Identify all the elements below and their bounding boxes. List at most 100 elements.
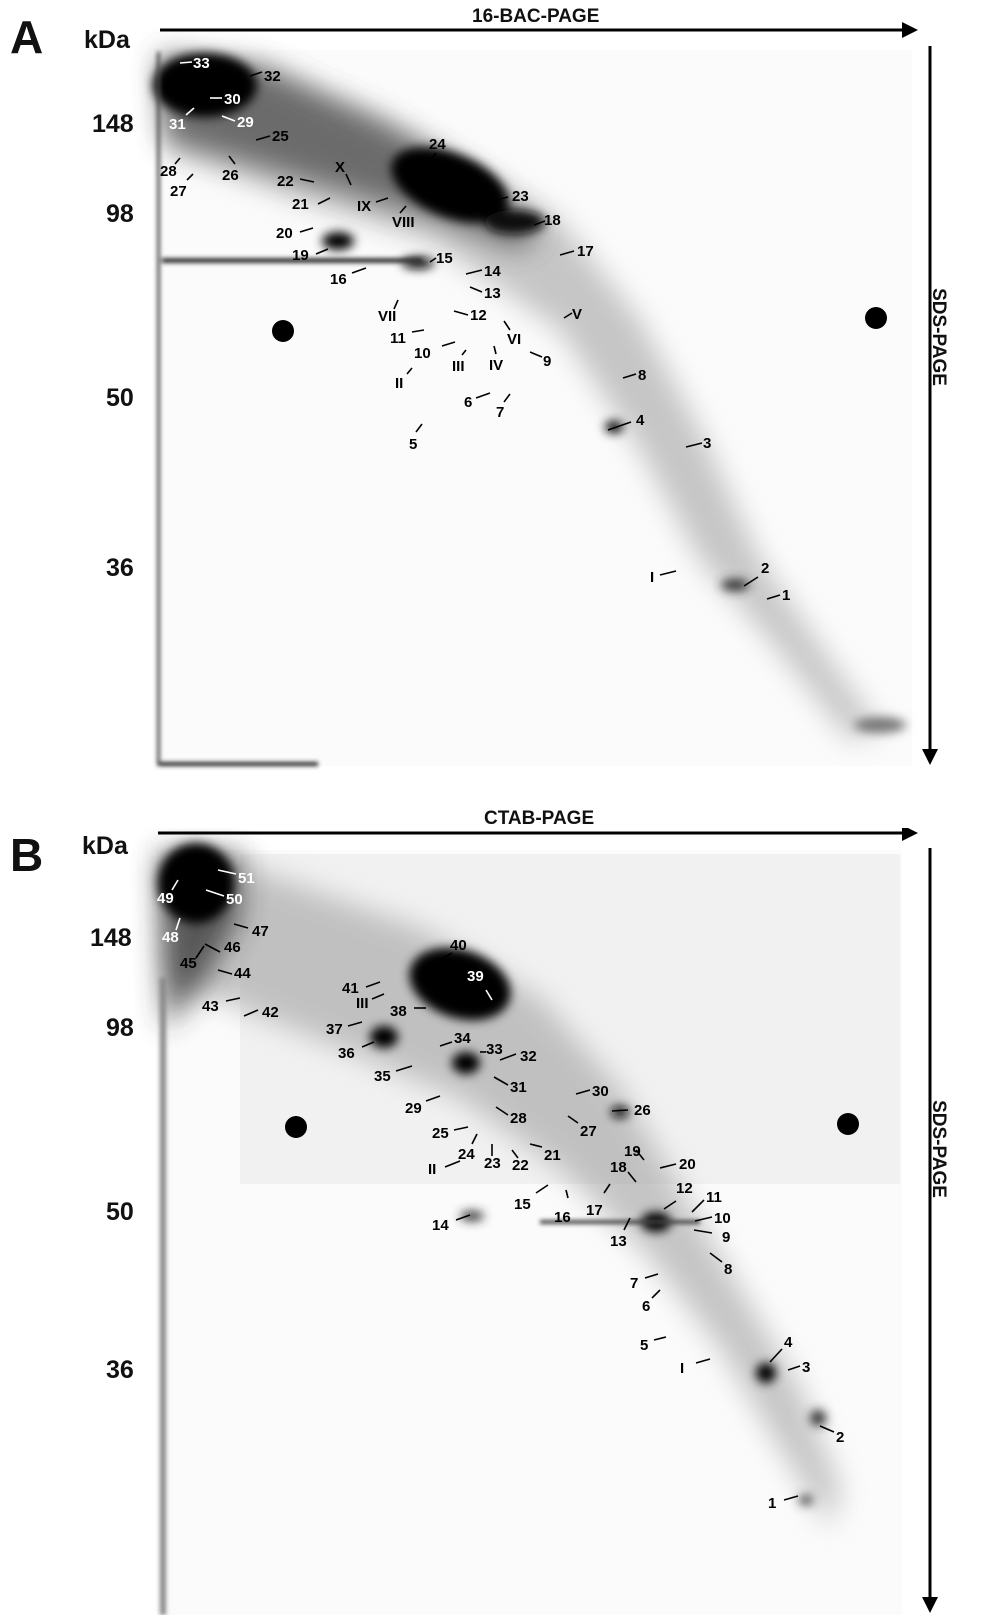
marker-50: 50 bbox=[106, 1198, 134, 1226]
spot-label-32: 32 bbox=[264, 68, 281, 85]
x-axis-title: CTAB-PAGE bbox=[484, 808, 595, 829]
spot-label-43: 43 bbox=[202, 998, 219, 1015]
spot-label-27: 27 bbox=[580, 1123, 597, 1140]
marker-148: 148 bbox=[92, 110, 134, 138]
roman-label-vi: VI bbox=[507, 331, 521, 348]
spot-label-51: 51 bbox=[238, 870, 255, 887]
spot-label-48: 48 bbox=[162, 929, 179, 946]
spot-label-1: 1 bbox=[768, 1495, 776, 1512]
spot-label-38: 38 bbox=[390, 1003, 407, 1020]
unit-label: kDa bbox=[84, 26, 130, 54]
spot-label-19: 19 bbox=[292, 247, 309, 264]
spot-label-31: 31 bbox=[169, 116, 186, 133]
panel-letter: B bbox=[10, 829, 44, 881]
spot-label-22: 22 bbox=[512, 1157, 529, 1174]
spot-label-23: 23 bbox=[512, 188, 529, 205]
spot-label-13: 13 bbox=[610, 1233, 627, 1250]
spot-label-25: 25 bbox=[432, 1125, 449, 1142]
spot-label-20: 20 bbox=[276, 225, 293, 242]
spot-label-3: 3 bbox=[802, 1359, 810, 1376]
spot-label-50: 50 bbox=[226, 891, 243, 908]
gel-image-b: 51 49 50 48 47 46 45 44 40 39 41 43 III … bbox=[0, 828, 987, 1615]
spot-label-42: 42 bbox=[262, 1004, 279, 1021]
marker-98: 98 bbox=[106, 200, 134, 228]
spot-label-9: 9 bbox=[722, 1229, 730, 1246]
spot-label-25: 25 bbox=[272, 128, 289, 145]
spot-label-29: 29 bbox=[405, 1100, 422, 1117]
spot-label-27: 27 bbox=[170, 183, 187, 200]
spot-label-30: 30 bbox=[592, 1083, 609, 1100]
marker-36: 36 bbox=[106, 554, 134, 582]
spot-label-16: 16 bbox=[554, 1209, 571, 1226]
spot-label-11: 11 bbox=[390, 330, 406, 347]
spot-label-11: 11 bbox=[706, 1189, 722, 1206]
spot-label-24: 24 bbox=[458, 1146, 475, 1163]
spot-label-14: 14 bbox=[432, 1217, 449, 1234]
spot-label-5: 5 bbox=[640, 1337, 648, 1354]
panel-b: B kDa 148 98 50 36 CTAB-PAGE SDS-PAGE bbox=[0, 808, 987, 1615]
spot-label-46: 46 bbox=[224, 939, 241, 956]
spot-label-34: 34 bbox=[454, 1030, 471, 1047]
roman-label-ii: II bbox=[395, 375, 403, 392]
spot-label-15: 15 bbox=[436, 250, 453, 267]
marker-36: 36 bbox=[106, 1356, 134, 1384]
spot-label-17: 17 bbox=[577, 243, 594, 260]
roman-label-viii: VIII bbox=[392, 214, 415, 231]
spot-label-3: 3 bbox=[703, 435, 711, 452]
spot-label-6: 6 bbox=[464, 394, 472, 411]
spot-label-12: 12 bbox=[676, 1180, 693, 1197]
spot-label-2: 2 bbox=[761, 560, 769, 577]
roman-label-v: V bbox=[572, 306, 582, 323]
marker-148: 148 bbox=[90, 924, 132, 952]
spot-label-44: 44 bbox=[234, 965, 251, 982]
panel-a: A kDa 148 98 50 36 16-BAC-PAGE SDS-PAGE bbox=[0, 0, 987, 800]
spot-label-26: 26 bbox=[222, 167, 239, 184]
roman-label-iii: III bbox=[452, 358, 465, 375]
roman-label-ii: II bbox=[428, 1161, 436, 1178]
unit-label: kDa bbox=[82, 832, 128, 860]
spot-label-36: 36 bbox=[338, 1045, 355, 1062]
spot-label-29: 29 bbox=[237, 114, 254, 131]
spot-label-7: 7 bbox=[496, 404, 504, 421]
spot-label-49: 49 bbox=[157, 890, 174, 907]
spot-label-7: 7 bbox=[630, 1275, 638, 1292]
spot-label-4: 4 bbox=[636, 412, 645, 429]
spot-label-41: 41 bbox=[342, 980, 359, 997]
spot-label-32: 32 bbox=[520, 1048, 537, 1065]
spot-label-28: 28 bbox=[510, 1110, 527, 1127]
spot-label-28: 28 bbox=[160, 163, 177, 180]
spot-label-39: 39 bbox=[467, 968, 484, 985]
marker-98: 98 bbox=[106, 1014, 134, 1042]
spot-label-40: 40 bbox=[450, 937, 467, 954]
spot-label-10: 10 bbox=[714, 1210, 731, 1227]
spot-label-47: 47 bbox=[252, 923, 269, 940]
spot-label-2: 2 bbox=[836, 1429, 844, 1446]
spot-label-18: 18 bbox=[544, 212, 561, 229]
spot-label-17: 17 bbox=[586, 1202, 603, 1219]
spot-label-30: 30 bbox=[224, 91, 241, 108]
spot-label-21: 21 bbox=[544, 1147, 561, 1164]
spot-label-19: 19 bbox=[624, 1143, 641, 1160]
roman-label-i: I bbox=[680, 1360, 684, 1377]
x-axis-title: 16-BAC-PAGE bbox=[472, 6, 600, 27]
panel-letter: A bbox=[10, 11, 44, 63]
spot-label-16: 16 bbox=[330, 271, 347, 288]
spot-label-13: 13 bbox=[484, 285, 501, 302]
marker-50: 50 bbox=[106, 384, 134, 412]
spot-label-24: 24 bbox=[429, 136, 446, 153]
spot-label-26: 26 bbox=[634, 1102, 651, 1119]
spot-label-1: 1 bbox=[782, 587, 790, 604]
spot-label-8: 8 bbox=[724, 1261, 732, 1278]
roman-label-i: I bbox=[650, 569, 654, 586]
roman-label-ix: IX bbox=[357, 198, 371, 215]
spot-label-45: 45 bbox=[180, 955, 197, 972]
roman-label-iii: III bbox=[356, 995, 369, 1012]
spot-label-31: 31 bbox=[510, 1079, 527, 1096]
spot-label-10: 10 bbox=[414, 345, 431, 362]
roman-label-iv: IV bbox=[489, 357, 503, 374]
spot-label-15: 15 bbox=[514, 1196, 531, 1213]
spot-label-9: 9 bbox=[543, 353, 551, 370]
spot-label-33: 33 bbox=[486, 1041, 503, 1058]
spot-label-35: 35 bbox=[374, 1068, 391, 1085]
spot-label-23: 23 bbox=[484, 1155, 501, 1172]
